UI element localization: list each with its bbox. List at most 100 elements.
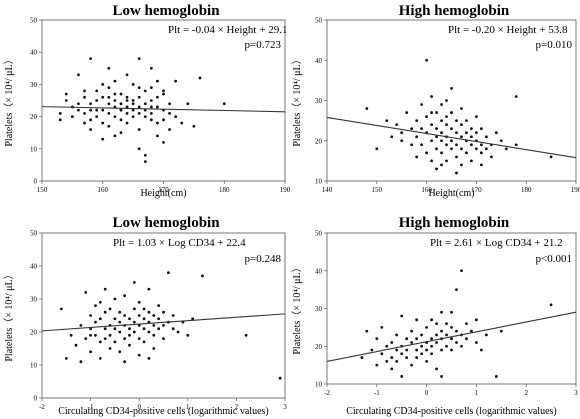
data-point: [84, 291, 88, 294]
data-point: [484, 147, 488, 151]
data-point: [143, 102, 147, 106]
data-point: [440, 310, 443, 314]
data-point: [549, 155, 553, 159]
data-point: [101, 137, 105, 141]
data-point: [95, 89, 99, 93]
data-point: [445, 333, 448, 337]
x-tick-label: 2: [235, 403, 239, 411]
data-point: [113, 317, 117, 321]
x-axis-label: Height(cm): [140, 188, 186, 199]
data-point: [445, 123, 448, 127]
data-point: [98, 300, 102, 304]
data-point: [425, 151, 428, 155]
data-point: [125, 95, 129, 99]
data-point: [113, 297, 117, 301]
data-point: [103, 327, 107, 331]
y-tick-label: 30: [30, 296, 38, 304]
data-point: [152, 324, 156, 327]
y-axis-label: Platelets（× 10⁴/ μL）: [3, 54, 15, 146]
y-axis-label: Platelets（× 10⁴/ μL）: [3, 269, 15, 361]
data-point: [149, 86, 153, 90]
data-point: [166, 271, 170, 274]
y-tick-label: 40: [30, 49, 38, 57]
data-point: [171, 327, 175, 331]
data-point: [113, 79, 117, 83]
data-point: [186, 102, 190, 106]
data-point: [440, 139, 443, 143]
regression-line: [326, 311, 577, 362]
data-point: [137, 105, 141, 109]
data-point: [149, 105, 153, 109]
data-point: [415, 318, 419, 322]
data-point: [152, 347, 156, 350]
data-point: [435, 167, 438, 171]
data-point: [142, 307, 146, 311]
data-point: [460, 123, 463, 127]
data-point: [460, 163, 463, 167]
data-point: [143, 89, 147, 93]
data-point: [142, 340, 146, 344]
y-tick-label: 0: [34, 395, 38, 403]
data-point: [475, 147, 478, 151]
data-point: [95, 115, 99, 118]
data-point: [125, 121, 129, 125]
data-point: [460, 147, 463, 151]
data-point: [128, 317, 131, 321]
data-point: [375, 363, 379, 367]
data-point: [390, 367, 394, 371]
data-point: [147, 357, 151, 360]
data-point: [435, 367, 438, 371]
p-value: p<0.001: [536, 253, 572, 265]
x-tick-label: 150: [372, 186, 383, 194]
data-point: [137, 314, 141, 317]
data-point: [390, 341, 394, 344]
y-tick-label: 50: [315, 17, 323, 25]
data-point: [137, 111, 141, 115]
data-point: [514, 95, 518, 98]
data-point: [131, 102, 135, 106]
data-point: [103, 337, 107, 340]
data-point: [77, 73, 80, 77]
x-tick-label: 1: [475, 389, 479, 397]
x-tick-label: 190: [280, 186, 291, 194]
data-point: [113, 115, 117, 118]
data-point: [123, 337, 127, 340]
data-point: [137, 57, 141, 61]
data-point: [143, 160, 147, 164]
data-point: [132, 281, 136, 284]
data-point: [244, 333, 248, 337]
data-point: [430, 159, 433, 163]
data-point: [89, 102, 92, 106]
data-point: [410, 143, 414, 147]
data-point: [420, 143, 424, 147]
data-point: [504, 147, 508, 151]
data-point: [89, 118, 92, 122]
data-point: [455, 288, 458, 292]
chart-title: High hemoglobin: [399, 215, 510, 231]
data-point: [435, 135, 438, 139]
x-tick-label: 160: [98, 186, 109, 194]
data-point: [89, 128, 92, 131]
data-point: [450, 127, 453, 131]
data-point: [430, 95, 433, 98]
data-point: [440, 163, 443, 167]
data-point: [162, 140, 165, 144]
data-point: [119, 131, 123, 135]
y-tick-label: 20: [315, 137, 323, 145]
data-point: [149, 99, 153, 102]
data-point: [149, 111, 153, 115]
data-point: [460, 107, 463, 110]
x-tick-label: 180: [219, 186, 230, 194]
data-point: [132, 320, 136, 324]
data-point: [113, 92, 117, 96]
data-point: [455, 171, 458, 175]
y-tick-label: 40: [315, 267, 323, 275]
data-point: [445, 159, 448, 163]
data-point: [95, 99, 99, 102]
data-point: [420, 344, 424, 348]
data-point: [435, 333, 438, 337]
data-point: [143, 153, 147, 157]
data-point: [118, 330, 122, 334]
data-point: [119, 92, 123, 96]
data-point: [192, 124, 196, 128]
